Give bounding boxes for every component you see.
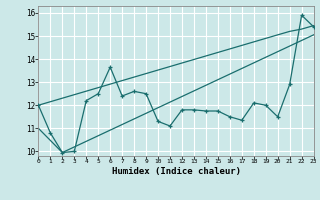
- X-axis label: Humidex (Indice chaleur): Humidex (Indice chaleur): [111, 167, 241, 176]
